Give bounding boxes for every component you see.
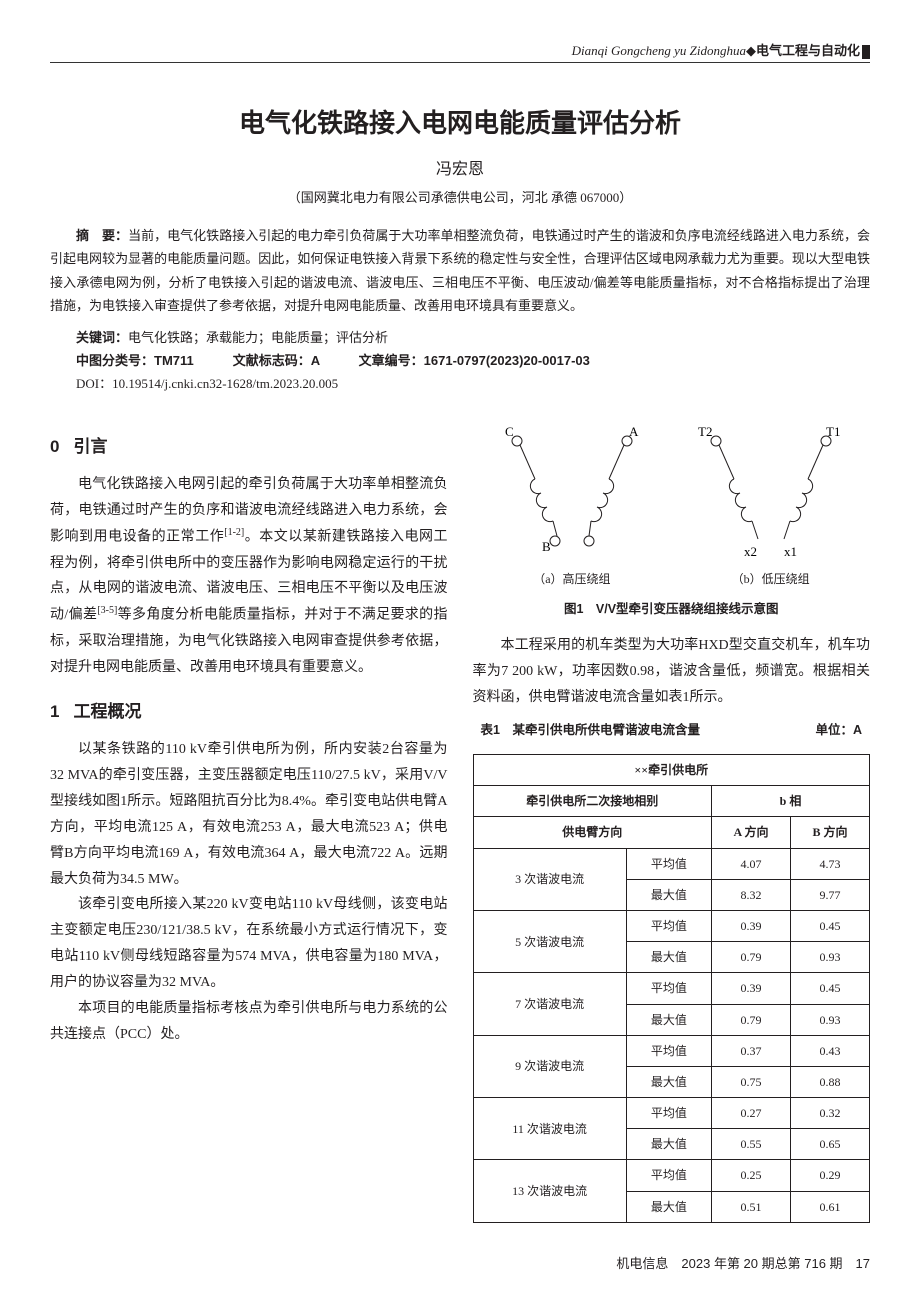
stat-label: 平均值 (626, 848, 711, 879)
val-b-avg: 0.45 (791, 973, 870, 1004)
affiliation: （国网冀北电力有限公司承德供电公司，河北 承德 067000） (50, 187, 870, 206)
val-b-max: 0.88 (791, 1066, 870, 1097)
para-1: 以某条铁路的110 kV牵引供电所为例，所内安装2台容量为32 MVA的牵引变压… (50, 737, 448, 892)
th-arm-dir: 供电臂方向 (473, 817, 712, 848)
stat-label: 最大值 (626, 1129, 711, 1160)
stat-label: 最大值 (626, 1004, 711, 1035)
val-a-avg: 0.27 (712, 1098, 791, 1129)
harmonic-name: 9 次谐波电流 (473, 1035, 626, 1097)
para-2: 该牵引变电所接入某220 kV变电站110 kV母线侧，该变电站主变额定电压23… (50, 892, 448, 996)
val-b-max: 0.61 (791, 1191, 870, 1222)
val-b-avg: 4.73 (791, 848, 870, 879)
lv-winding-svg: T2 T1 x2 x1 (686, 421, 856, 561)
val-a-max: 0.79 (712, 942, 791, 973)
doi: DOI：10.19514/j.cnki.cn32-1628/tm.2023.20… (50, 372, 870, 395)
svg-text:A: A (629, 424, 639, 439)
harmonic-name: 5 次谐波电流 (473, 910, 626, 972)
svg-text:x1: x1 (784, 544, 797, 559)
val-b-avg: 0.45 (791, 910, 870, 941)
classification-line: 中图分类号：TM711 文献标志码：A 文章编号：1671-0797(2023)… (50, 349, 870, 372)
val-b-avg: 0.32 (791, 1098, 870, 1129)
val-a-max: 0.79 (712, 1004, 791, 1035)
svg-text:x2: x2 (744, 544, 757, 559)
val-b-max: 0.93 (791, 942, 870, 973)
table-1-title: 表1 某牵引供电所供电臂谐波电流含量 (481, 719, 700, 742)
keywords-text: 电气化铁路；承载能力；电能质量；评估分析 (128, 330, 388, 345)
header-diamond: ◆ (746, 43, 756, 58)
keywords-label: 关键词： (76, 330, 128, 345)
val-b-avg: 0.29 (791, 1160, 870, 1191)
ref-3-5: [3-5] (97, 605, 117, 616)
body-columns: 0 引言 电气化铁路接入电网引起的牵引负荷属于大功率单相整流负荷，电铁通过时产生的… (50, 416, 870, 1223)
val-a-max: 0.55 (712, 1129, 791, 1160)
left-column: 0 引言 电气化铁路接入电网引起的牵引负荷属于大功率单相整流负荷，电铁通过时产生的… (50, 416, 448, 1223)
val-b-max: 0.65 (791, 1129, 870, 1160)
figure-1-diagrams: C A B （a）高压绕组 (473, 421, 871, 590)
abstract-label: 摘 要： (76, 228, 128, 243)
hv-winding-diagram: C A B （a）高压绕组 (487, 421, 657, 590)
right-column: C A B （a）高压绕组 (473, 416, 871, 1223)
th-ground-phase: 牵引供电所二次接地相别 (473, 786, 712, 817)
svg-text:C: C (505, 424, 514, 439)
th-station: ××牵引供电所 (473, 755, 870, 786)
section-0-title: 0 引言 (50, 431, 448, 462)
stat-label: 最大值 (626, 879, 711, 910)
table-1-unit: 单位：A (815, 719, 862, 742)
class-full: 中图分类号：TM711 文献标志码：A 文章编号：1671-0797(2023)… (76, 353, 590, 368)
header-marker (862, 45, 870, 59)
fig1-sub-b: （b）低压绕组 (686, 568, 856, 590)
section-1-text: 工程概况 (73, 702, 141, 721)
stat-label: 平均值 (626, 910, 711, 941)
harmonic-name: 11 次谐波电流 (473, 1098, 626, 1160)
val-a-avg: 0.39 (712, 910, 791, 941)
stat-label: 平均值 (626, 1035, 711, 1066)
val-a-max: 0.51 (712, 1191, 791, 1222)
section-1-title: 1 工程概况 (50, 696, 448, 727)
th-phase-b: b 相 (712, 786, 870, 817)
para-intro: 电气化铁路接入电网引起的牵引负荷属于大功率单相整流负荷，电铁通过时产生的负序和谐… (50, 472, 448, 680)
harmonic-table: ××牵引供电所 牵引供电所二次接地相别 b 相 供电臂方向 A 方向 B 方向 … (473, 754, 871, 1223)
para-4: 本工程采用的机车类型为大功率HXD型交直交机车，机车功率为7 200 kW，功率… (473, 633, 871, 711)
page-footer: 机电信息 2023 年第 20 期总第 716 期 17 (50, 1253, 870, 1272)
svg-text:T2: T2 (698, 424, 712, 439)
stat-label: 最大值 (626, 1066, 711, 1097)
val-b-avg: 0.43 (791, 1035, 870, 1066)
val-a-avg: 0.39 (712, 973, 791, 1004)
stat-label: 平均值 (626, 1098, 711, 1129)
val-a-max: 8.32 (712, 879, 791, 910)
author-name: 冯宏恩 (50, 155, 870, 179)
journal-header: Dianqi Gongcheng yu Zidonghua◆电气工程与自动化 (50, 40, 870, 63)
fig1-sub-a: （a）高压绕组 (487, 568, 657, 590)
val-a-avg: 0.25 (712, 1160, 791, 1191)
abstract: 摘 要：当前，电气化铁路接入引起的电力牵引负荷属于大功率单相整流负荷，电铁通过时… (50, 224, 870, 318)
harmonic-name: 3 次谐波电流 (473, 848, 626, 910)
section-0-num: 0 (50, 437, 59, 456)
stat-label: 最大值 (626, 942, 711, 973)
val-b-max: 0.93 (791, 1004, 870, 1035)
stat-label: 最大值 (626, 1191, 711, 1222)
header-category: 电气工程与自动化 (756, 43, 860, 58)
stat-label: 平均值 (626, 973, 711, 1004)
val-a-max: 0.75 (712, 1066, 791, 1097)
abstract-text: 当前，电气化铁路接入引起的电力牵引负荷属于大功率单相整流负荷，电铁通过时产生的谐… (50, 228, 870, 313)
harmonic-name: 7 次谐波电流 (473, 973, 626, 1035)
keywords: 关键词：电气化铁路；承载能力；电能质量；评估分析 (50, 326, 870, 349)
section-1-num: 1 (50, 702, 59, 721)
para-3: 本项目的电能质量指标考核点为牵引供电所与电力系统的公共连接点（PCC）处。 (50, 996, 448, 1048)
hv-winding-svg: C A B (487, 421, 657, 561)
harmonic-name: 13 次谐波电流 (473, 1160, 626, 1222)
lv-winding-diagram: T2 T1 x2 x1 （b）低压绕组 (686, 421, 856, 590)
section-0-text: 引言 (73, 437, 107, 456)
table-1-caption: 表1 某牵引供电所供电臂谐波电流含量 单位：A (473, 719, 871, 742)
val-a-avg: 0.37 (712, 1035, 791, 1066)
figure-1-caption: 图1 V/V型牵引变压器绕组接线示意图 (473, 598, 871, 621)
th-dir-b: B 方向 (791, 817, 870, 848)
val-b-max: 9.77 (791, 879, 870, 910)
article-title: 电气化铁路接入电网电能质量评估分析 (50, 103, 870, 140)
header-pinyin: Dianqi Gongcheng yu Zidonghua (572, 43, 746, 58)
th-dir-a: A 方向 (712, 817, 791, 848)
ref-1-2: [1-2] (224, 527, 244, 538)
val-a-avg: 4.07 (712, 848, 791, 879)
stat-label: 平均值 (626, 1160, 711, 1191)
